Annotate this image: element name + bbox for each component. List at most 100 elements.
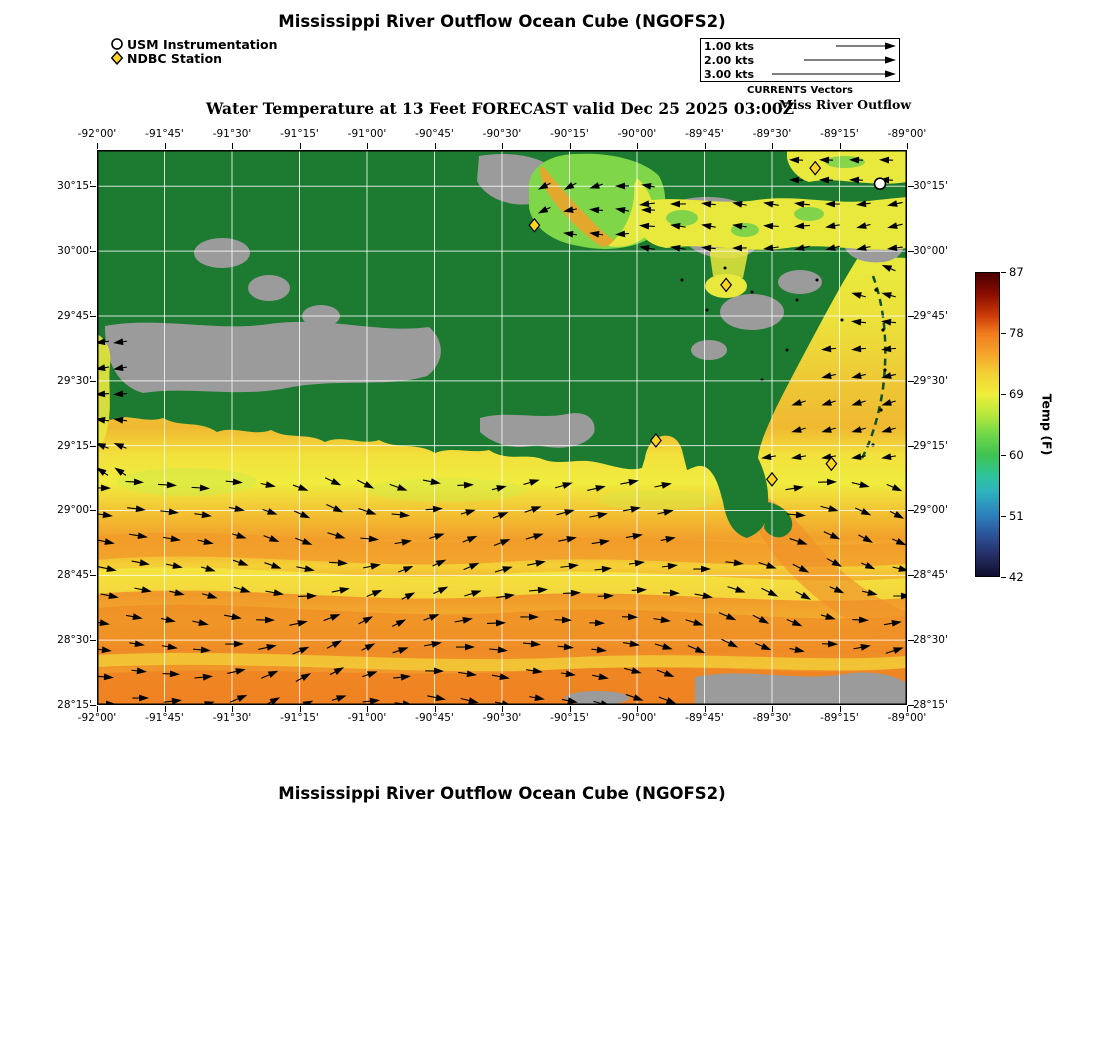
y-tick-label-right: 28°15' (913, 699, 948, 711)
currents-vector-caption: CURRENTS Vectors (746, 85, 853, 96)
x-tickmark-bottom (907, 706, 908, 712)
colorbar-tickmark (1001, 333, 1006, 334)
x-tickmark-bottom (232, 706, 233, 712)
x-tickmark-top (907, 143, 908, 149)
y-tick-label-right: 30°15' (913, 180, 948, 193)
y-tickmark-left (90, 705, 96, 706)
ndbc-station-marker (809, 160, 822, 176)
map-canvas (91, 150, 911, 708)
x-tick-label-top: -91°00' (347, 128, 387, 140)
ndbc-station-marker (825, 456, 838, 472)
legend-row-ndbc: NDBC Station (110, 50, 278, 66)
y-tickmark-right (908, 251, 914, 253)
region-label: Miss River Outflow (778, 97, 912, 112)
vector-key-speed-label: 2.00 kts (704, 53, 755, 67)
colorbar-tick-label: 69 (1009, 387, 1024, 401)
x-tick-label-top: -90°30' (482, 128, 522, 140)
x-tickmark-top (299, 143, 301, 149)
station-markers (528, 160, 887, 487)
y-tick-label-left: 30°00' (57, 245, 92, 258)
colorbar-tickmark (1001, 394, 1006, 395)
y-tickmark-right (908, 315, 914, 317)
usm-legend-label: USM Instrumentation (127, 36, 278, 52)
colorbar-tickmark (1001, 455, 1006, 456)
y-tickmark-left (90, 640, 96, 642)
x-tick-label-top: -92°00' (77, 128, 117, 140)
y-tick-label-right: 28°45' (913, 569, 948, 582)
x-tick-label-top: -89°30' (752, 128, 792, 140)
x-tickmark-top (704, 143, 706, 149)
x-tick-label-top: -89°45' (685, 128, 724, 140)
chandeleur-islands (858, 275, 887, 463)
y-tick-label-right: 29°30' (913, 374, 948, 387)
vector-key-arrow (804, 56, 896, 64)
y-tick-label-left: 28°30' (57, 634, 92, 647)
y-tick-label-right: 29°45' (913, 309, 948, 322)
colorbar-tick-label: 51 (1009, 509, 1024, 523)
map-frame (97, 150, 907, 705)
y-tickmark-right (908, 640, 914, 642)
y-tickmark-left (90, 315, 96, 317)
x-tick-label-bottom: -91°45' (145, 712, 184, 724)
x-tick-label-bottom: -92°00' (77, 712, 117, 724)
x-tick-label-bottom: -89°00' (887, 712, 927, 724)
forecast-subtitle: Water Temperature at 13 Feet FORECAST va… (205, 99, 795, 118)
x-tickmark-bottom (367, 706, 368, 712)
vector-key-arrow (836, 42, 896, 50)
ndbc-station-marker (766, 471, 778, 487)
colorbar-tick-label: 42 (1009, 570, 1024, 584)
x-tickmark-bottom (772, 706, 773, 712)
estuary-water (97, 150, 907, 449)
ndbc-station-marker (649, 433, 662, 448)
marker-legend: USM Instrumentation NDBC Station (110, 36, 278, 66)
y-tickmark-left (90, 445, 96, 447)
y-tickmark-left (90, 251, 96, 253)
x-tickmark-top (97, 143, 98, 149)
x-tickmark-bottom (637, 706, 638, 712)
x-tickmark-bottom (299, 706, 301, 712)
y-tick-label-left: 29°15' (57, 439, 92, 452)
x-tickmark-top (637, 143, 638, 149)
y-tick-label-right: 29°00' (913, 504, 948, 517)
x-tickmark-top (502, 143, 503, 149)
usm-station-marker (873, 177, 887, 191)
bottom-title: Mississippi River Outflow Ocean Cube (NG… (278, 784, 726, 803)
y-tickmark-right (908, 445, 914, 447)
x-tickmark-bottom (704, 706, 706, 712)
x-tick-label-top: -91°45' (145, 128, 184, 140)
y-tickmark-left (90, 380, 96, 382)
vector-key-row: 2.00 kts (701, 54, 899, 67)
y-tickmark-left (90, 575, 96, 577)
y-tickmark-right (908, 380, 914, 382)
vector-key-row: 1.00 kts (701, 40, 899, 53)
current-vectors (91, 156, 911, 708)
colorbar-tickmark (1001, 272, 1006, 273)
vector-key-speed-label: 1.00 kts (704, 39, 755, 53)
y-tickmark-right (908, 186, 914, 188)
y-tickmark-right (908, 575, 914, 577)
ndbc-legend-label: NDBC Station (127, 50, 223, 66)
x-tickmark-top (569, 143, 571, 149)
x-tick-label-top: -89°15' (820, 128, 859, 140)
x-tickmark-bottom (839, 706, 841, 712)
x-tickmark-top (164, 143, 166, 149)
x-tickmark-bottom (502, 706, 503, 712)
page-title: Mississippi River Outflow Ocean Cube (NG… (278, 12, 726, 31)
colorbar-tick-label: 87 (1009, 265, 1024, 279)
y-tickmark-left (90, 186, 96, 188)
y-tickmark-left (90, 510, 96, 512)
y-tickmark-right (908, 705, 914, 706)
x-tick-label-top: -90°00' (617, 128, 657, 140)
x-tick-label-top: -90°45' (415, 128, 454, 140)
ndbc-station-marker (528, 217, 541, 233)
ndbc-diamond-icon (110, 51, 124, 65)
colorbar-tick-label: 60 (1009, 448, 1024, 462)
x-tick-label-bottom: -89°15' (820, 712, 859, 724)
x-tick-label-bottom: -90°45' (415, 712, 454, 724)
legend-row-usm: USM Instrumentation (110, 36, 278, 52)
x-tickmark-bottom (164, 706, 166, 712)
vector-key-speed-label: 3.00 kts (704, 67, 755, 81)
x-tick-label-top: -89°00' (887, 128, 927, 140)
map-area (91, 150, 911, 708)
